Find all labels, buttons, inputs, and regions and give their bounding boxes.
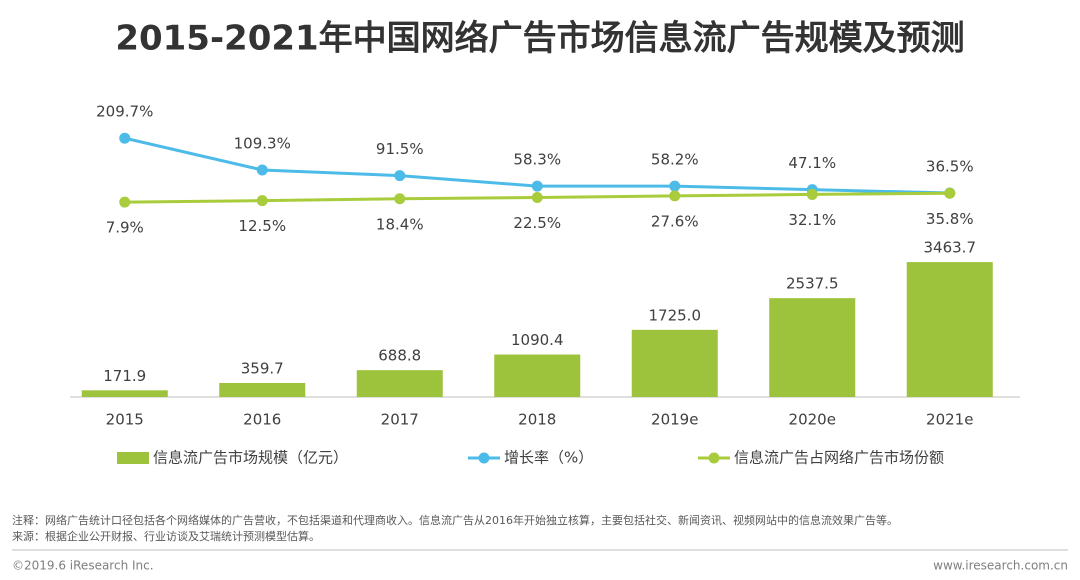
bar — [494, 354, 581, 397]
data-label: 22.5% — [513, 214, 561, 232]
data-label: 35.8% — [926, 210, 974, 228]
footer-left: ©2019.6 iResearch Inc. — [12, 559, 154, 573]
bar — [906, 262, 993, 397]
x-tick-label: 2021e — [926, 411, 973, 429]
legend-label: 信息流广告市场规模（亿元） — [153, 449, 348, 467]
point — [531, 191, 543, 203]
data-label: 359.7 — [241, 359, 284, 377]
data-label: 47.1% — [788, 154, 836, 172]
bar — [81, 390, 168, 397]
data-label: 12.5% — [238, 217, 286, 235]
bar — [219, 382, 306, 397]
point — [256, 195, 268, 207]
legend-swatch — [117, 452, 149, 464]
point — [806, 188, 818, 200]
data-label: 1090.4 — [511, 331, 564, 349]
data-label: 18.4% — [376, 215, 424, 233]
data-label: 171.9 — [103, 367, 146, 385]
point — [669, 180, 681, 192]
legend-swatch — [708, 452, 720, 464]
x-tick-label: 2020e — [789, 411, 836, 429]
data-label: 32.1% — [788, 211, 836, 229]
point — [944, 187, 956, 199]
point — [669, 190, 681, 202]
x-tick-label: 2019e — [651, 411, 698, 429]
point — [119, 132, 131, 144]
x-tick-label: 2017 — [381, 411, 419, 429]
x-tick-label: 2018 — [518, 411, 556, 429]
source: 来源：根据企业公开财报、行业访谈及艾瑞统计预测模型估算。 — [12, 529, 320, 543]
bar — [769, 298, 856, 397]
footer-right: www.iresearch.com.cn — [933, 559, 1068, 573]
note: 注释：网络广告统计口径包括各个网络媒体的广告营收，不包括渠道和代理商收入。信息流… — [12, 513, 898, 527]
data-label: 209.7% — [96, 103, 153, 121]
data-label: 1725.0 — [649, 306, 702, 324]
data-label: 36.5% — [926, 158, 974, 176]
point — [394, 193, 406, 205]
legend-label: 增长率（%） — [504, 449, 593, 467]
data-label: 2537.5 — [786, 275, 839, 293]
data-label: 688.8 — [378, 347, 421, 365]
bar — [631, 329, 718, 397]
bar — [356, 370, 443, 397]
point — [256, 164, 268, 176]
legend-swatch — [478, 452, 490, 464]
point — [394, 170, 406, 182]
chart-title: 2015-2021年中国网络广告市场信息流广告规模及预测 — [115, 19, 964, 59]
data-label: 109.3% — [234, 134, 291, 152]
legend-label: 信息流广告占网络广告市场份额 — [734, 449, 944, 467]
data-label: 58.3% — [513, 151, 561, 169]
point — [119, 196, 131, 208]
data-label: 58.2% — [651, 151, 699, 169]
data-label: 27.6% — [651, 212, 699, 230]
x-tick-label: 2015 — [106, 411, 144, 429]
data-label: 3463.7 — [924, 239, 977, 257]
x-tick-label: 2016 — [243, 411, 281, 429]
data-label: 91.5% — [376, 140, 424, 158]
point — [531, 180, 543, 192]
data-label: 7.9% — [106, 219, 144, 237]
